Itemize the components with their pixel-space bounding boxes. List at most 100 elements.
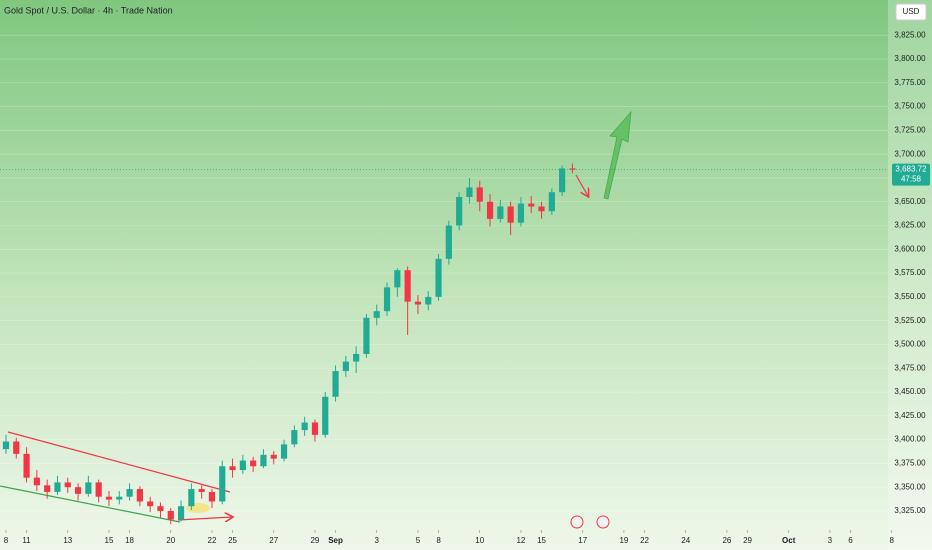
candle-body bbox=[64, 482, 71, 488]
y-tick-label: 3,375.00 bbox=[894, 459, 926, 468]
pullback-arrow bbox=[575, 174, 588, 196]
candle-body bbox=[528, 203, 535, 207]
candle-body bbox=[414, 301, 422, 305]
candle-body bbox=[229, 466, 236, 471]
y-tick-label: 3,575.00 bbox=[894, 268, 926, 277]
x-tick-label: 24 bbox=[681, 536, 690, 545]
event-icon[interactable] bbox=[570, 515, 584, 529]
x-tick-label: 3 bbox=[828, 536, 833, 545]
candle-body bbox=[126, 489, 133, 497]
candle-body bbox=[85, 482, 92, 494]
candle-body bbox=[404, 270, 411, 302]
candle-body bbox=[311, 422, 319, 435]
candle-body bbox=[394, 270, 401, 288]
countdown: 47:58 bbox=[901, 175, 922, 184]
candle-body bbox=[250, 460, 257, 467]
price-axis-strip bbox=[888, 0, 932, 550]
x-tick-label: Sep bbox=[328, 536, 343, 545]
breakout-arrow bbox=[177, 517, 232, 520]
candle-body bbox=[507, 206, 514, 223]
x-tick-label: 11 bbox=[22, 536, 31, 545]
candle-body bbox=[517, 203, 525, 223]
x-tick-label: 20 bbox=[166, 536, 175, 545]
candle-body bbox=[239, 460, 246, 471]
y-tick-label: 3,725.00 bbox=[894, 125, 926, 134]
x-tick-label: 19 bbox=[619, 536, 628, 545]
candle-body bbox=[2, 441, 10, 450]
candle-body bbox=[435, 258, 442, 297]
event-icon[interactable] bbox=[596, 515, 610, 529]
candle-body bbox=[33, 477, 40, 486]
y-tick-label: 3,600.00 bbox=[894, 244, 926, 253]
candle-body bbox=[373, 311, 380, 318]
y-tick-label: 3,325.00 bbox=[894, 506, 926, 515]
x-tick-label: 18 bbox=[125, 536, 134, 545]
y-tick-label: 3,550.00 bbox=[894, 292, 926, 301]
x-tick-label: 3 bbox=[375, 536, 380, 545]
candle-body bbox=[322, 396, 329, 435]
x-tick-label: 15 bbox=[105, 536, 114, 545]
candle-body bbox=[136, 489, 143, 502]
candle-body bbox=[445, 225, 452, 259]
candle-body bbox=[559, 168, 566, 193]
x-tick-label: 10 bbox=[475, 536, 484, 545]
candle-body bbox=[383, 287, 391, 312]
candle-body bbox=[157, 506, 164, 511]
candle-body bbox=[270, 454, 277, 459]
y-tick-label: 3,825.00 bbox=[894, 30, 926, 39]
candle-body bbox=[208, 491, 216, 502]
y-tick-label: 3,800.00 bbox=[894, 54, 926, 63]
x-tick-label: 22 bbox=[208, 536, 217, 545]
currency-box[interactable] bbox=[895, 3, 927, 21]
candle-body bbox=[105, 496, 113, 500]
target-arrow bbox=[603, 110, 632, 200]
price-label: 3,683.72 bbox=[895, 165, 927, 174]
candle-body bbox=[342, 361, 349, 372]
candle-body bbox=[280, 444, 288, 459]
candle-body bbox=[198, 489, 205, 492]
candle-body bbox=[301, 422, 308, 431]
x-tick-label: 22 bbox=[640, 536, 649, 545]
candle-body bbox=[95, 482, 102, 497]
x-tick-label: 29 bbox=[743, 536, 752, 545]
candle-body bbox=[13, 441, 20, 454]
candle-body bbox=[260, 454, 267, 467]
candle-body bbox=[23, 453, 30, 478]
x-tick-label: 29 bbox=[310, 536, 319, 545]
candle-body bbox=[167, 510, 174, 520]
candle-body bbox=[486, 201, 494, 219]
candle-body bbox=[476, 187, 483, 202]
y-tick-label: 3,350.00 bbox=[894, 482, 926, 491]
candle-body bbox=[147, 501, 154, 507]
y-tick-label: 3,700.00 bbox=[894, 149, 926, 158]
candle-body bbox=[332, 371, 339, 397]
x-tick-label: 13 bbox=[63, 536, 72, 545]
chart-title: Gold Spot / U.S. Dollar · 4h · Trade Nat… bbox=[4, 5, 173, 15]
candle-body bbox=[569, 168, 576, 170]
price-box bbox=[892, 163, 930, 186]
y-tick-label: 3,475.00 bbox=[894, 363, 926, 372]
candle-body bbox=[353, 353, 360, 362]
candle-body bbox=[44, 485, 51, 492]
x-tick-label: 8 bbox=[436, 536, 441, 545]
candle-body bbox=[54, 482, 61, 492]
candle-body bbox=[548, 192, 555, 212]
y-tick-label: 3,500.00 bbox=[894, 340, 926, 349]
currency: USD bbox=[903, 7, 920, 16]
y-tick-label: 3,525.00 bbox=[894, 316, 926, 325]
trendline-lower bbox=[0, 485, 181, 523]
event-icons[interactable] bbox=[570, 515, 610, 529]
x-tick-label: 8 bbox=[889, 536, 894, 545]
candle-body bbox=[291, 430, 298, 445]
candle-body bbox=[188, 489, 195, 507]
y-tick-label: 3,450.00 bbox=[894, 387, 926, 396]
y-tick-label: 3,425.00 bbox=[894, 411, 926, 420]
candle-body bbox=[363, 317, 370, 354]
y-tick-label: 3,650.00 bbox=[894, 197, 926, 206]
y-tick-label: 3,400.00 bbox=[894, 435, 926, 444]
candle-body bbox=[219, 466, 226, 502]
candle-body bbox=[116, 496, 123, 500]
